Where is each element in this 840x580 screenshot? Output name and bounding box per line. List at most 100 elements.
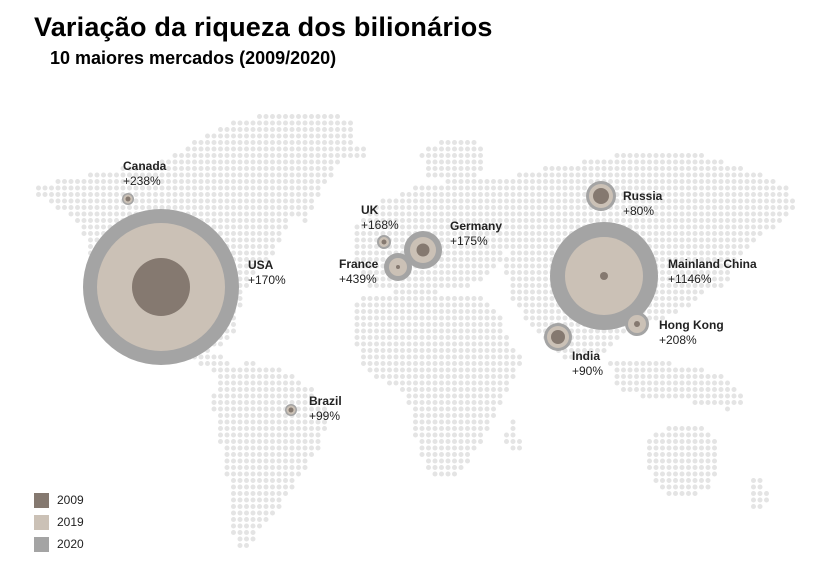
map-dot bbox=[367, 211, 373, 217]
map-dot bbox=[36, 185, 41, 191]
map-dot bbox=[705, 231, 711, 236]
map-dot bbox=[127, 172, 132, 178]
map-dot bbox=[159, 166, 165, 171]
map-dot bbox=[699, 218, 704, 223]
map-dot bbox=[718, 244, 724, 249]
map-dot bbox=[114, 198, 119, 204]
map-dot bbox=[679, 289, 685, 295]
map-dot bbox=[400, 315, 405, 321]
map-dot bbox=[309, 426, 314, 431]
map-dot bbox=[673, 231, 678, 236]
map-dot bbox=[426, 185, 431, 191]
map-dot bbox=[263, 114, 269, 119]
map-dot bbox=[367, 244, 373, 249]
map-dot bbox=[413, 322, 418, 327]
map-dot bbox=[777, 198, 782, 204]
map-dot bbox=[406, 335, 412, 340]
map-dot bbox=[458, 257, 464, 262]
map-dot bbox=[237, 231, 243, 236]
map-dot bbox=[705, 478, 711, 483]
map-dot bbox=[94, 172, 100, 178]
map-dot bbox=[257, 510, 262, 516]
map-dot bbox=[575, 335, 581, 340]
map-dot bbox=[770, 224, 776, 230]
map-dot bbox=[484, 426, 490, 431]
label-brazil-change: +99% bbox=[309, 409, 340, 423]
map-dot bbox=[471, 439, 477, 444]
map-dot bbox=[634, 211, 639, 217]
map-dot bbox=[198, 361, 204, 366]
map-dot bbox=[478, 276, 483, 282]
map-dot bbox=[166, 159, 171, 165]
map-dot bbox=[244, 120, 249, 126]
map-dot bbox=[315, 413, 321, 418]
map-dot bbox=[250, 198, 256, 204]
map-dot bbox=[510, 276, 516, 282]
map-dot bbox=[458, 328, 464, 334]
map-dot bbox=[153, 179, 158, 184]
map-dot bbox=[478, 185, 483, 191]
map-dot bbox=[88, 211, 93, 217]
map-dot bbox=[497, 315, 503, 321]
map-dot bbox=[257, 400, 262, 405]
map-dot bbox=[666, 387, 672, 392]
map-dot bbox=[283, 374, 288, 379]
map-dot bbox=[419, 380, 425, 386]
map-dot bbox=[205, 192, 210, 197]
map-dot bbox=[283, 426, 288, 431]
map-dot bbox=[666, 159, 672, 165]
map-dot bbox=[426, 296, 431, 301]
map-dot bbox=[679, 374, 685, 379]
map-dot bbox=[289, 458, 295, 464]
map-dot bbox=[276, 120, 282, 126]
map-dot bbox=[393, 380, 399, 386]
map-dot bbox=[666, 432, 672, 438]
map-dot bbox=[575, 172, 581, 178]
map-dot bbox=[510, 283, 516, 288]
map-dot bbox=[517, 276, 522, 282]
map-dot bbox=[692, 452, 698, 457]
map-dot bbox=[257, 140, 262, 145]
map-dot bbox=[406, 322, 412, 327]
map-dot bbox=[426, 400, 431, 405]
map-dot bbox=[432, 341, 438, 347]
map-dot bbox=[250, 250, 256, 256]
map-dot bbox=[257, 406, 262, 412]
map-dot bbox=[543, 244, 548, 249]
map-dot bbox=[250, 478, 256, 483]
map-dot bbox=[634, 367, 639, 373]
map-dot bbox=[621, 374, 626, 379]
map-dot bbox=[231, 192, 236, 197]
map-dot bbox=[517, 250, 522, 256]
map-dot bbox=[543, 192, 548, 197]
map-dot bbox=[276, 400, 282, 405]
map-dot bbox=[302, 458, 308, 464]
map-dot bbox=[491, 387, 496, 392]
map-dot bbox=[666, 302, 672, 308]
map-dot bbox=[263, 426, 269, 431]
map-dot bbox=[224, 374, 230, 379]
map-dot bbox=[432, 270, 438, 275]
map-dot bbox=[146, 192, 152, 197]
map-dot bbox=[686, 289, 691, 295]
map-dot bbox=[458, 445, 464, 451]
map-dot bbox=[263, 250, 269, 256]
map-dot bbox=[413, 432, 418, 438]
map-dot bbox=[465, 367, 470, 373]
map-dot bbox=[367, 250, 373, 256]
map-dot bbox=[712, 211, 717, 217]
map-dot bbox=[640, 198, 646, 204]
map-dot bbox=[517, 198, 522, 204]
map-dot bbox=[257, 179, 262, 184]
map-dot bbox=[530, 211, 535, 217]
map-dot bbox=[361, 250, 366, 256]
map-dot bbox=[88, 205, 93, 210]
legend: 2009 2019 2020 bbox=[34, 489, 84, 555]
map-dot bbox=[673, 153, 678, 158]
map-dot bbox=[458, 393, 464, 399]
map-dot bbox=[718, 192, 724, 197]
map-dot bbox=[218, 166, 223, 171]
map-dot bbox=[640, 361, 646, 366]
map-dot bbox=[322, 159, 327, 165]
map-dot bbox=[400, 354, 405, 360]
